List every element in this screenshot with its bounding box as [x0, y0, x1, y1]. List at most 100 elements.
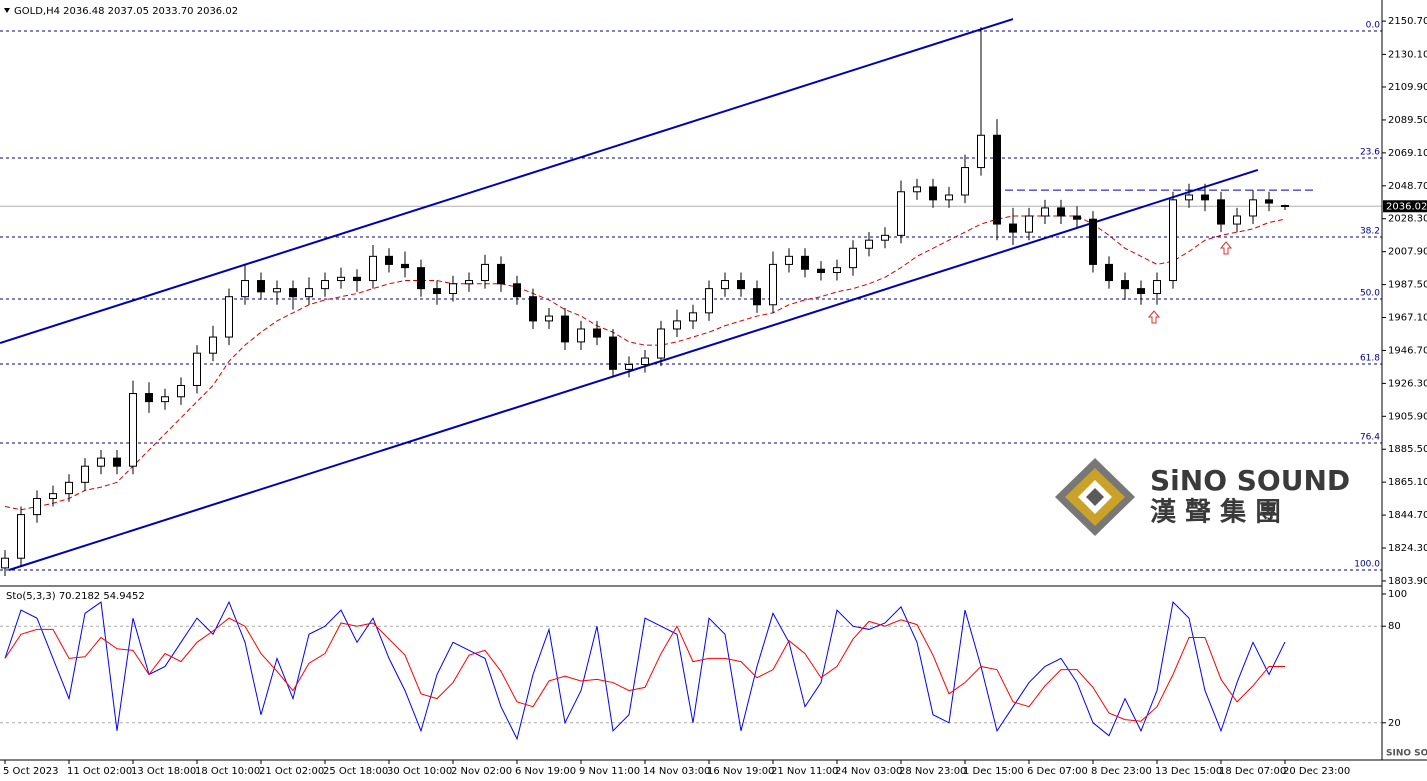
chart-title: GOLD,H4 2036.48 2037.05 2033.70 2036.02 [14, 6, 238, 17]
x-tick-label: 21 Nov 11:00 [771, 766, 838, 777]
signal-arrow [1219, 241, 1233, 255]
candle-body [801, 255, 809, 270]
x-tick-label: 18 Dec 07:00 [1219, 766, 1286, 777]
candle-body [209, 336, 217, 354]
candle-body [913, 186, 921, 193]
candle-body [145, 393, 153, 403]
candle-body [609, 336, 617, 370]
y-tick-label: 2130.10 [1388, 49, 1427, 60]
y-tick-label: 2109.90 [1388, 82, 1427, 93]
y-tick-label: 1946.70 [1388, 345, 1427, 356]
fib-label: 76.4 [1360, 432, 1380, 442]
fib-label: 50.0 [1360, 288, 1380, 298]
candle-body [497, 263, 505, 285]
candle-body [753, 288, 761, 306]
candle-body [881, 234, 889, 241]
candle-body [561, 315, 569, 343]
logo-diamond-center [1086, 488, 1104, 506]
fib-label: 0.0 [1366, 20, 1381, 30]
candle-body [705, 288, 713, 314]
moving-average [4, 215, 1286, 511]
candle-body [1073, 215, 1081, 220]
candle-body [993, 134, 1001, 225]
candle-body [1041, 207, 1049, 217]
y-tick-label: 2150.70 [1388, 16, 1427, 27]
candle-body [369, 255, 377, 282]
candle-body [257, 280, 265, 293]
candle-body [1169, 199, 1177, 282]
candle-body [401, 263, 409, 269]
x-tick-label: 18 Oct 10:00 [195, 766, 260, 777]
candle-body [337, 276, 345, 282]
marks-layer [0, 18, 1313, 741]
candle-body [353, 276, 361, 282]
x-tick-label: 24 Nov 03:00 [835, 766, 902, 777]
x-tick-label: 11 Oct 02:00 [67, 766, 132, 777]
candle-body [449, 283, 457, 294]
y-tick-label: 1926.30 [1388, 378, 1427, 389]
trendline [0, 18, 1014, 344]
y-tick-label: 1905.90 [1388, 411, 1427, 422]
candle-body [1265, 199, 1273, 204]
candle-body [161, 396, 169, 403]
candle-body [33, 497, 41, 516]
candle-body [1233, 215, 1241, 225]
candle-body [1009, 223, 1017, 233]
y-tick-label: 1865.10 [1388, 477, 1427, 488]
logo-text: SiNO SOUND [1150, 464, 1350, 497]
y-tick-label: 2069.10 [1388, 148, 1427, 159]
candle-body [81, 465, 89, 483]
candle-body [945, 194, 953, 201]
candle-body [593, 328, 601, 338]
candle-body [641, 357, 649, 365]
fib-label: 61.8 [1360, 354, 1380, 364]
candle-body [1105, 263, 1113, 282]
candle-body [977, 134, 985, 169]
y-tick-label: 1987.50 [1388, 280, 1427, 291]
current-price-label: 2036.02 [1386, 201, 1427, 212]
y-tick-label: 20 [1388, 718, 1401, 729]
x-tick-label: 14 Nov 03:00 [643, 766, 710, 777]
stochastic-line [4, 617, 1286, 722]
x-tick-label: 30 Oct 10:00 [387, 766, 452, 777]
x-tick-label: 25 Oct 18:00 [323, 766, 388, 777]
y-tick-label: 1844.70 [1388, 510, 1427, 521]
candle-body [17, 514, 25, 559]
candle-body [49, 493, 57, 499]
candle-body [417, 267, 425, 290]
candle-body [1217, 199, 1225, 225]
y-tick-label: 100 [1388, 589, 1407, 600]
candle-body [129, 393, 137, 467]
logo-chinese: 漢 聲 集 團 [1150, 497, 1281, 528]
y-tick-label: 2007.90 [1388, 247, 1427, 258]
x-tick-label: 8 Dec 23:00 [1091, 766, 1152, 777]
candle-body [513, 283, 521, 298]
candle-body [481, 263, 489, 282]
candle-body [113, 457, 121, 467]
menu-triangle [4, 8, 10, 13]
candle-body [305, 288, 313, 298]
logo-small: SINO SOUND [1386, 749, 1427, 759]
candle-body [689, 312, 697, 322]
x-tick-label: 16 Nov 19:00 [707, 766, 774, 777]
candle-body [1025, 215, 1033, 233]
x-tick-label: 6 Nov 19:00 [515, 766, 576, 777]
fib-label: 100.0 [1354, 559, 1380, 569]
fib-label: 38.2 [1360, 226, 1380, 236]
candle-body [465, 280, 473, 285]
candle-body [577, 328, 585, 343]
signal-arrow [1147, 310, 1161, 324]
y-tick-label: 1803.90 [1388, 576, 1427, 587]
candle-body [737, 280, 745, 290]
indicator-title: Sto(5,3,3) 70.2182 54.9452 [6, 591, 145, 602]
candle-body [897, 191, 905, 236]
candle-body [1153, 280, 1161, 294]
candle-body [289, 288, 297, 298]
candle-body [769, 263, 777, 306]
candle-body [961, 167, 969, 196]
candle-body [929, 186, 937, 201]
candle-body [433, 288, 441, 294]
candle-body [65, 481, 73, 495]
